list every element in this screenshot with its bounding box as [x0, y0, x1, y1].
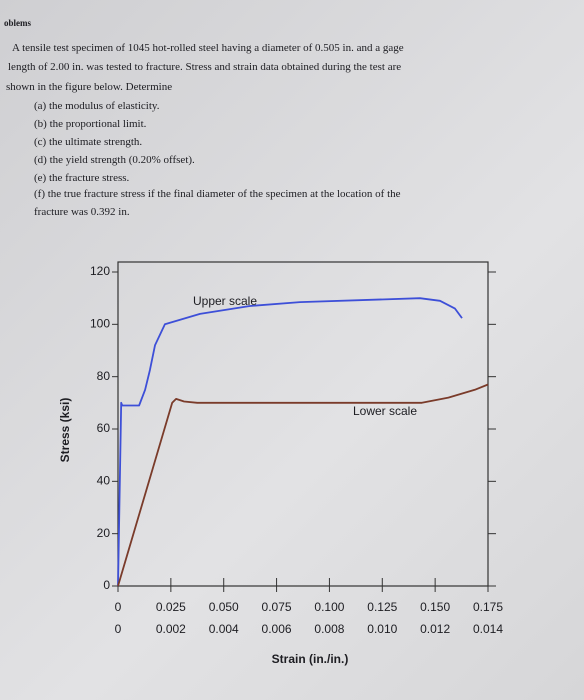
- x-tick-label: 0.008: [314, 622, 344, 636]
- text-line: shown in the figure below. Determine: [6, 81, 173, 93]
- item: (f) the true fracture stress if the fina…: [34, 188, 401, 200]
- series-line: [117, 383, 489, 587]
- x-tick-label: 0.050: [209, 600, 239, 614]
- text-line: length of 2.00 in. was tested to fractur…: [8, 61, 402, 73]
- y-tick-label: 40: [97, 474, 111, 488]
- x-tick-label: 0.025: [156, 600, 186, 614]
- annotation: Lower scale: [353, 404, 417, 418]
- series-line: [117, 297, 463, 587]
- item: fracture was 0.392 in.: [34, 206, 130, 218]
- item: (b) the proportional limit.: [34, 118, 147, 130]
- x-tick-label: 0.125: [367, 600, 397, 614]
- text-line: A tensile test specimen of 1045 hot-roll…: [12, 42, 404, 54]
- x-tick-label: 0.100: [314, 600, 344, 614]
- x-tick-label: 0.004: [209, 622, 239, 636]
- y-tick-label: 60: [97, 421, 111, 435]
- y-tick-label: 20: [97, 526, 111, 540]
- annotation: Upper scale: [193, 294, 257, 308]
- x-tick-label: 0.006: [262, 622, 292, 636]
- item: (a) the modulus of elasticity.: [34, 100, 160, 112]
- x-tick-label: 0.010: [367, 622, 397, 636]
- item: (c) the ultimate strength.: [34, 136, 143, 148]
- x-tick-label: 0.150: [420, 600, 450, 614]
- item: (d) the yield strength (0.20% offset).: [34, 154, 195, 166]
- y-tick-label: 80: [97, 369, 111, 383]
- y-tick-label: 120: [90, 264, 110, 278]
- x-tick-label: 0: [115, 622, 122, 636]
- y-tick-label: 100: [90, 317, 110, 331]
- item: (e) the fracture stress.: [34, 172, 130, 184]
- x-axis-label: Strain (in./in.): [272, 652, 349, 666]
- x-tick-label: 0.002: [156, 622, 186, 636]
- x-tick-label: 0.014: [473, 622, 503, 636]
- y-tick-label: 0: [103, 578, 110, 592]
- x-tick-label: 0.012: [420, 622, 450, 636]
- x-tick-label: 0: [115, 600, 122, 614]
- y-axis-label: Stress (ksi): [58, 398, 72, 463]
- plot-frame: [117, 261, 489, 587]
- x-tick-label: 0.075: [262, 600, 292, 614]
- header: oblems: [4, 18, 31, 28]
- x-tick-label: 0.175: [473, 600, 503, 614]
